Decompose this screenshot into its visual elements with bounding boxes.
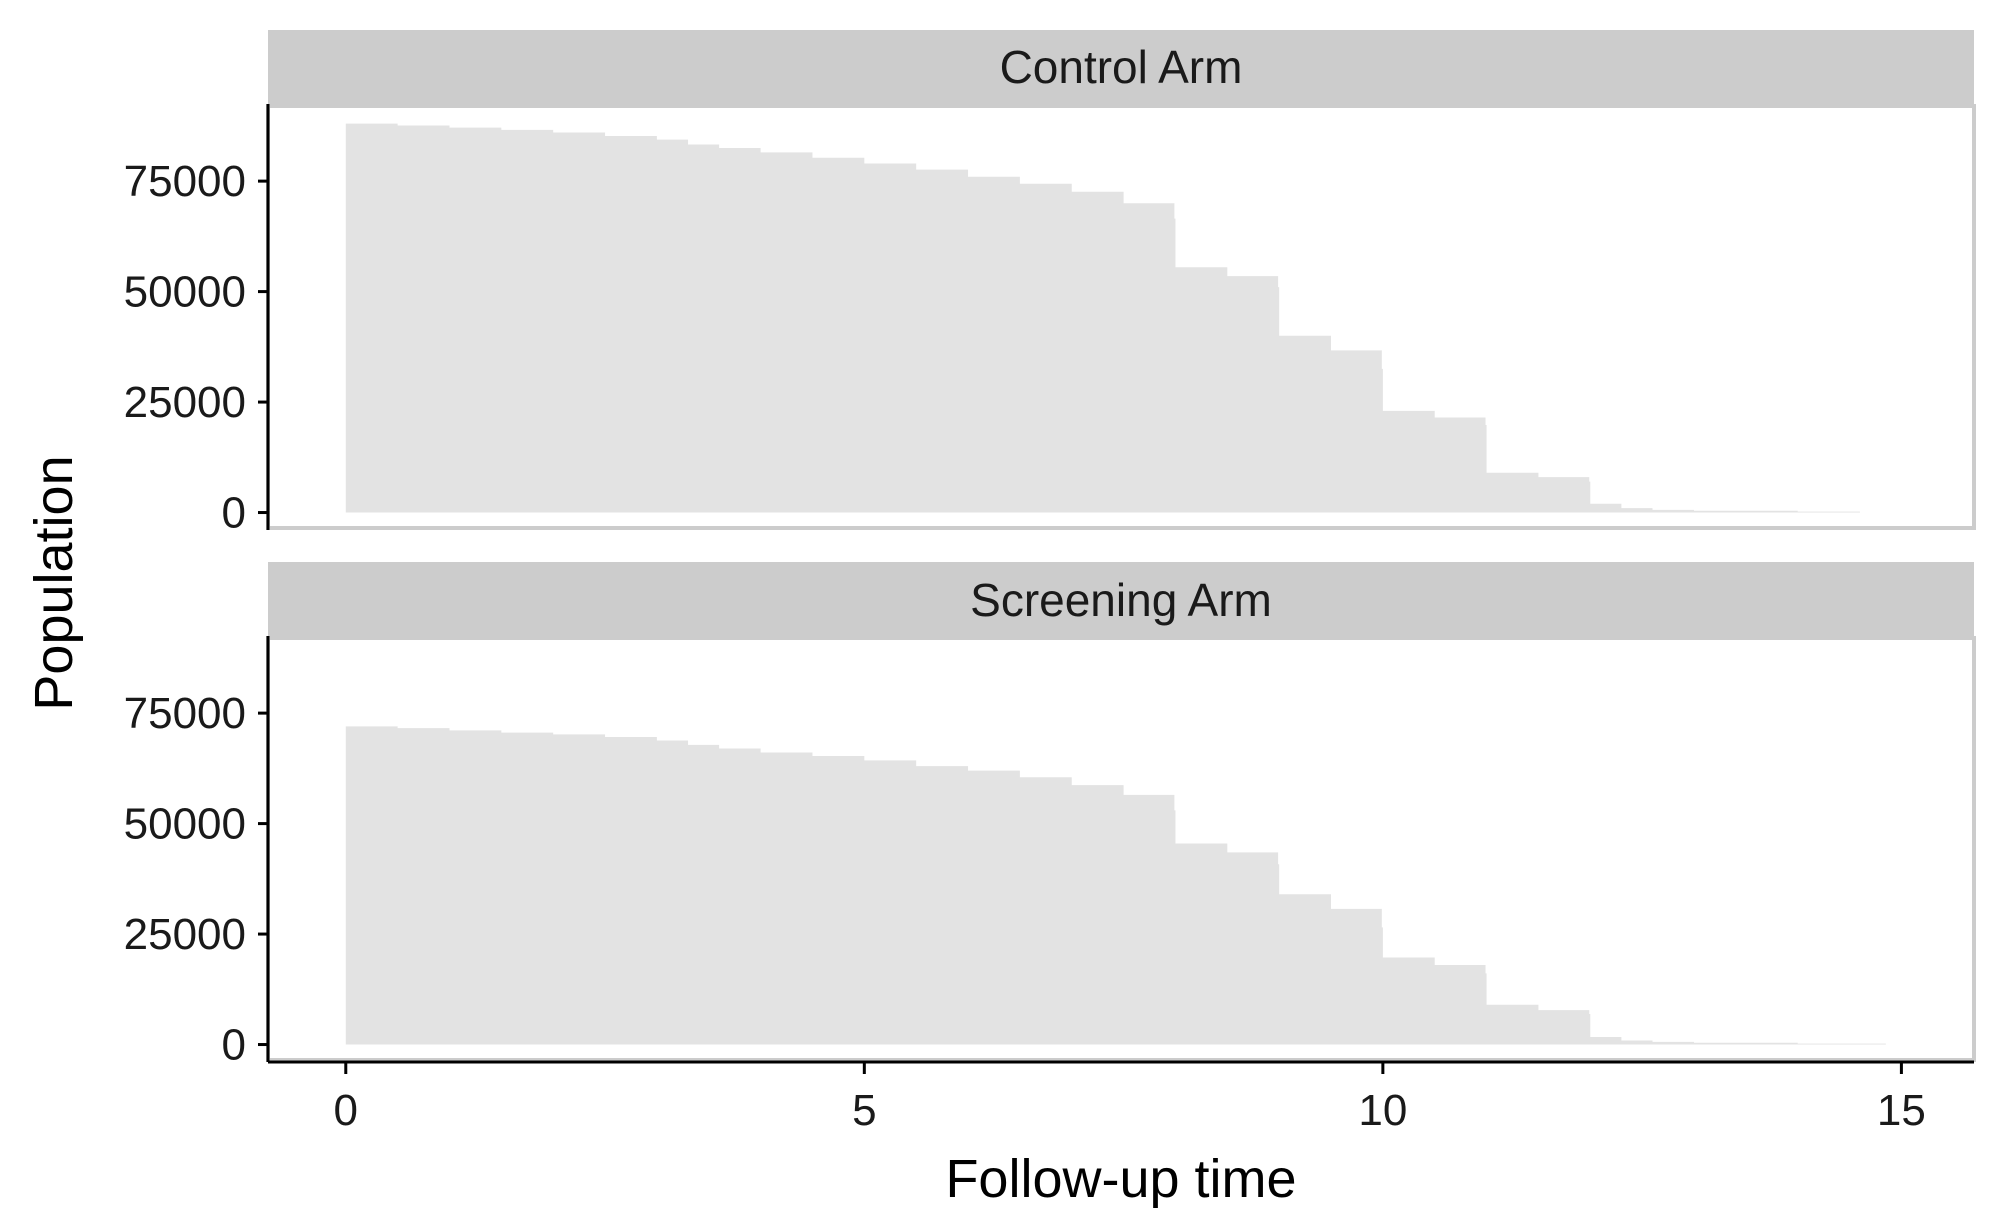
y-axis-title: Population [24,455,84,710]
x-axis: 0 5 10 15 [334,1062,1926,1135]
y-tick-label: 0 [222,489,246,538]
x-tick-label: 10 [1358,1086,1407,1135]
x-axis-title: Follow-up time [945,1149,1296,1209]
area-control-arm [345,123,1860,513]
y-tick-label: 50000 [124,268,246,317]
y-axis-control: 0 25000 50000 75000 [124,104,270,538]
panel-control: Control Arm 0 25000 50000 75000 [124,30,1976,538]
x-tick-label: 5 [852,1086,876,1135]
strip-background-control [268,30,1974,104]
y-tick-label: 50000 [124,800,246,849]
x-tick-label: 0 [334,1086,358,1135]
area-screening-arm [345,726,1886,1045]
y-axis-screening: 0 25000 50000 75000 [124,636,270,1070]
y-tick-label: 25000 [124,910,246,959]
y-tick-label: 75000 [124,689,246,738]
x-tick-label: 15 [1877,1086,1926,1135]
y-tick-label: 0 [222,1021,246,1070]
y-tick-label: 25000 [124,378,246,427]
strip-label-control: Control Arm [1000,41,1243,93]
strip-label-screening: Screening Arm [970,574,1272,626]
y-tick-label: 75000 [124,157,246,206]
panel-screening: Screening Arm 0 25000 50000 75000 [124,562,1976,1070]
strip-background-screening [268,562,1974,636]
